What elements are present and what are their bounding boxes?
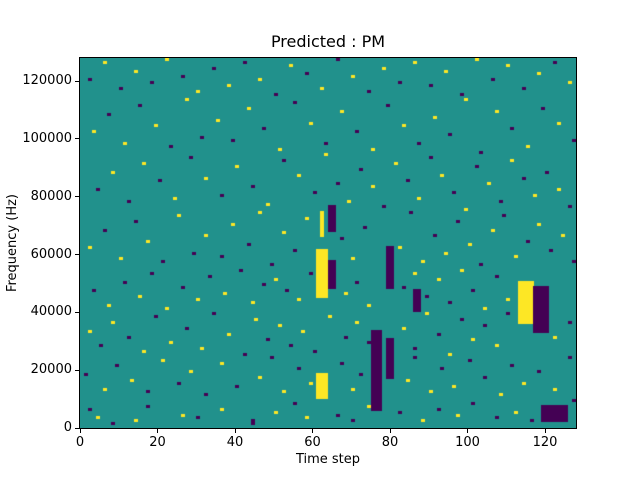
y-tick-label: 60000 — [30, 246, 72, 262]
y-tick-mark — [75, 196, 79, 198]
x-tick-label: 60 — [304, 435, 321, 450]
y-tick-label: 20000 — [30, 362, 72, 378]
x-tick-label: 80 — [381, 435, 399, 450]
y-tick-label: 0 — [63, 420, 72, 435]
y-tick-label: 80000 — [30, 188, 72, 204]
x-tick-mark — [79, 429, 81, 433]
x-tick-label: 20 — [149, 435, 166, 450]
x-tick-label: 0 — [75, 435, 85, 450]
x-tick-mark — [312, 429, 313, 433]
y-tick-mark — [75, 254, 79, 256]
x-axis-label: Time step — [295, 452, 361, 467]
chart-title: Predicted : PM — [270, 32, 386, 51]
y-tick-mark — [75, 138, 79, 140]
y-tick-label: 100000 — [22, 130, 72, 146]
y-tick-label: 120000 — [22, 73, 72, 89]
x-tick-mark — [234, 429, 236, 433]
heatmap-canvas — [80, 58, 576, 428]
y-tick-mark — [75, 80, 79, 82]
y-tick-mark — [75, 369, 79, 371]
x-tick-mark — [467, 429, 468, 433]
x-tick-mark — [157, 429, 158, 433]
y-tick-mark — [75, 427, 79, 429]
plot-area — [79, 57, 577, 429]
x-tick-label: 100 — [455, 435, 480, 450]
x-tick-label: 40 — [226, 435, 244, 450]
x-tick-mark — [389, 429, 391, 433]
x-tick-mark — [544, 429, 546, 433]
y-tick-label: 40000 — [30, 304, 72, 320]
y-tick-mark — [75, 311, 79, 313]
x-tick-label: 120 — [532, 435, 558, 450]
